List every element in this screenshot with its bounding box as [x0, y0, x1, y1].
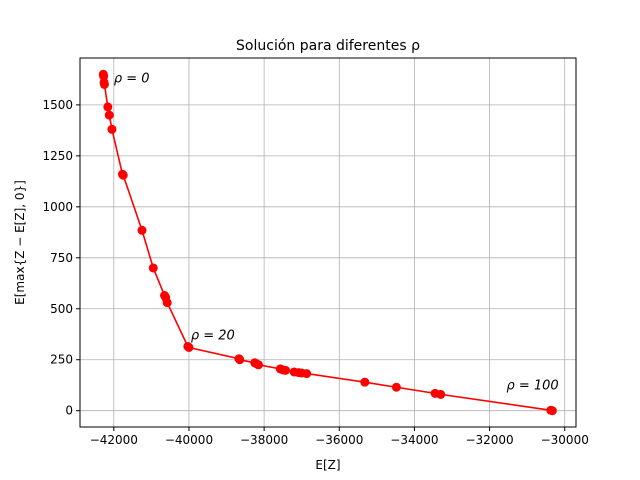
y-tick-label: 1000 — [42, 200, 73, 214]
y-tick-label: 750 — [50, 251, 73, 265]
annotation-label: ρ = 100 — [506, 378, 558, 393]
data-point — [99, 80, 109, 90]
data-point — [184, 342, 194, 352]
plot-area-frame — [79, 57, 577, 428]
data-point — [162, 298, 172, 308]
data-point — [436, 389, 446, 399]
data-point — [103, 102, 113, 112]
data-point — [360, 377, 370, 387]
annotation-label: ρ = 0 — [114, 71, 150, 86]
data-point — [302, 369, 312, 379]
y-tick-label: 0 — [65, 404, 73, 418]
data-point — [547, 406, 557, 416]
x-tick-label: −36000 — [315, 433, 363, 447]
x-axis-label: E[Z] — [315, 458, 340, 472]
data-point — [148, 263, 158, 273]
annotation-label: ρ = 20 — [191, 328, 235, 343]
data-point — [137, 225, 147, 235]
y-tick-label: 500 — [50, 302, 73, 316]
x-tick-label: −32000 — [465, 433, 513, 447]
data-point — [253, 360, 263, 370]
y-axis-label: E[max{Z − E[Z], 0}] — [13, 180, 27, 305]
data-point — [118, 170, 128, 180]
x-tick-label: −42000 — [90, 433, 138, 447]
x-axis-ticks: −42000 −40000 −38000 −36000 −34000 −32000 −300… — [90, 427, 589, 447]
y-tick-label: 1500 — [42, 98, 73, 112]
data-point — [107, 124, 117, 134]
x-tick-label: −34000 — [390, 433, 438, 447]
chart-title: Solución para diferentes ρ — [236, 38, 420, 54]
data-point — [104, 110, 114, 120]
data-series — [98, 69, 557, 416]
y-axis-ticks: 0 250 500 750 1000 1250 1500 — [42, 98, 80, 418]
x-tick-label: −38000 — [240, 433, 288, 447]
x-tick-label: −40000 — [165, 433, 213, 447]
grid — [80, 58, 576, 427]
annotations: ρ = 0 ρ = 20 ρ = 100 — [114, 71, 559, 393]
data-point — [391, 382, 401, 392]
x-tick-label: −30000 — [541, 433, 589, 447]
data-point — [235, 355, 245, 365]
y-tick-label: 250 — [50, 353, 73, 367]
data-point — [281, 365, 291, 375]
y-tick-label: 1250 — [42, 149, 73, 163]
